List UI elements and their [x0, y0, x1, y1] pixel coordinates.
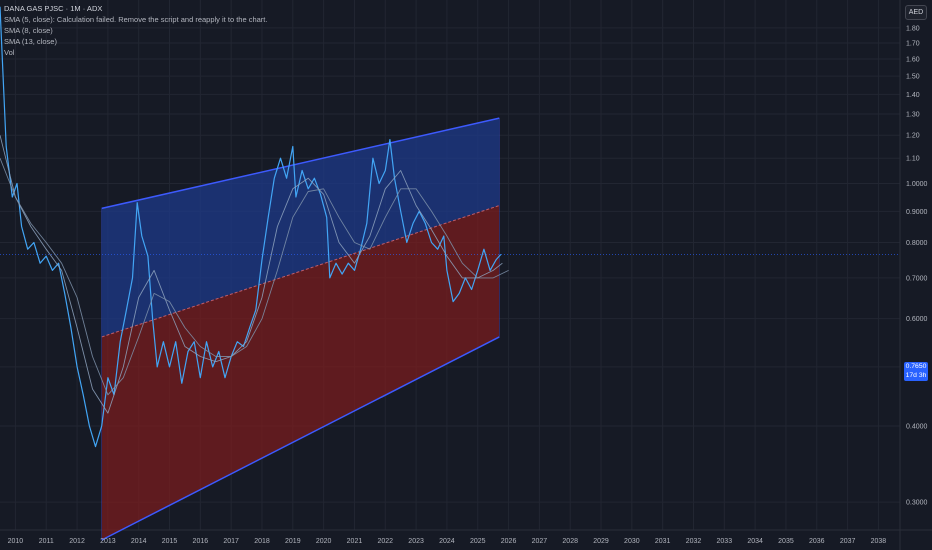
- y-tick-label: 1.60: [906, 57, 920, 64]
- price-series-line: [0, 6, 502, 448]
- channel-upper-line: [101, 117, 500, 210]
- x-tick-label: 2020: [316, 538, 332, 545]
- y-tick-label: 0.9000: [906, 209, 928, 216]
- x-tick-label: 2018: [254, 538, 270, 545]
- x-tick-label: 2019: [285, 538, 301, 545]
- x-tick-label: 2035: [778, 538, 794, 545]
- x-tick-label: 2037: [840, 538, 856, 545]
- x-tick-label: 2034: [747, 538, 763, 545]
- x-tick-label: 2028: [562, 538, 578, 545]
- y-tick-label: 0.3000: [906, 500, 928, 507]
- indicator-sma-8[interactable]: SMA (8, close): [4, 26, 53, 35]
- currency-selector[interactable]: AED: [905, 5, 927, 20]
- channel-lower-band: [101, 205, 500, 540]
- indicator-sma-13[interactable]: SMA (13, close): [4, 37, 57, 46]
- y-tick-label: 1.50: [906, 74, 920, 81]
- x-tick-label: 2031: [655, 538, 671, 545]
- indicator-sma-5[interactable]: SMA (5, close): Calculation failed. Remo…: [4, 15, 268, 24]
- x-tick-label: 2036: [809, 538, 825, 545]
- x-tick-label: 2024: [439, 538, 455, 545]
- channel-lower-line: [101, 336, 500, 541]
- x-tick-label: 2013: [100, 538, 116, 545]
- last-price-value: 0.7650: [905, 363, 927, 370]
- x-tick-label: 2016: [193, 538, 209, 545]
- chart-legend: DANA GAS PJSC · 1M · ADX SMA (5, close):…: [4, 3, 267, 58]
- y-tick-label: 1.0000: [906, 181, 928, 188]
- y-tick-label: 1.10: [906, 156, 920, 163]
- x-tick-label: 2017: [223, 538, 239, 545]
- y-tick-label: 0.6000: [906, 316, 928, 323]
- y-tick-label: 0.8000: [906, 240, 928, 247]
- x-tick-label: 2010: [8, 538, 24, 545]
- y-tick-label: 1.80: [906, 25, 920, 32]
- sma-13-line: [0, 158, 509, 396]
- y-tick-label: 1.20: [906, 133, 920, 140]
- x-tick-label: 2022: [377, 538, 393, 545]
- sma-8-line: [0, 135, 503, 414]
- y-tick-label: 0.4000: [906, 423, 928, 430]
- x-tick-label: 2011: [39, 538, 54, 545]
- bar-countdown: 17d 3h: [905, 371, 927, 379]
- x-tick-label: 2027: [532, 538, 548, 545]
- indicator-volume[interactable]: Vol: [4, 48, 15, 57]
- y-tick-label: 1.70: [906, 41, 920, 48]
- x-tick-label: 2026: [501, 538, 517, 545]
- last-price-badge: 0.7650 17d 3h: [904, 362, 928, 381]
- symbol-title[interactable]: DANA GAS PJSC · 1M · ADX: [4, 4, 103, 13]
- channel-upper-band: [101, 118, 500, 337]
- x-tick-label: 2038: [871, 538, 887, 545]
- x-tick-label: 2021: [347, 538, 363, 545]
- x-tick-label: 2015: [162, 538, 178, 545]
- x-tick-label: 2014: [131, 538, 147, 545]
- x-tick-label: 2030: [624, 538, 640, 545]
- x-tick-label: 2023: [408, 538, 424, 545]
- x-tick-label: 2032: [686, 538, 702, 545]
- y-tick-label: 1.40: [906, 92, 920, 99]
- x-tick-label: 2029: [593, 538, 609, 545]
- y-tick-label: 0.7000: [906, 275, 928, 282]
- x-tick-label: 2033: [717, 538, 733, 545]
- x-tick-label: 2012: [69, 538, 85, 545]
- x-tick-label: 2025: [470, 538, 486, 545]
- y-tick-label: 1.30: [906, 112, 920, 119]
